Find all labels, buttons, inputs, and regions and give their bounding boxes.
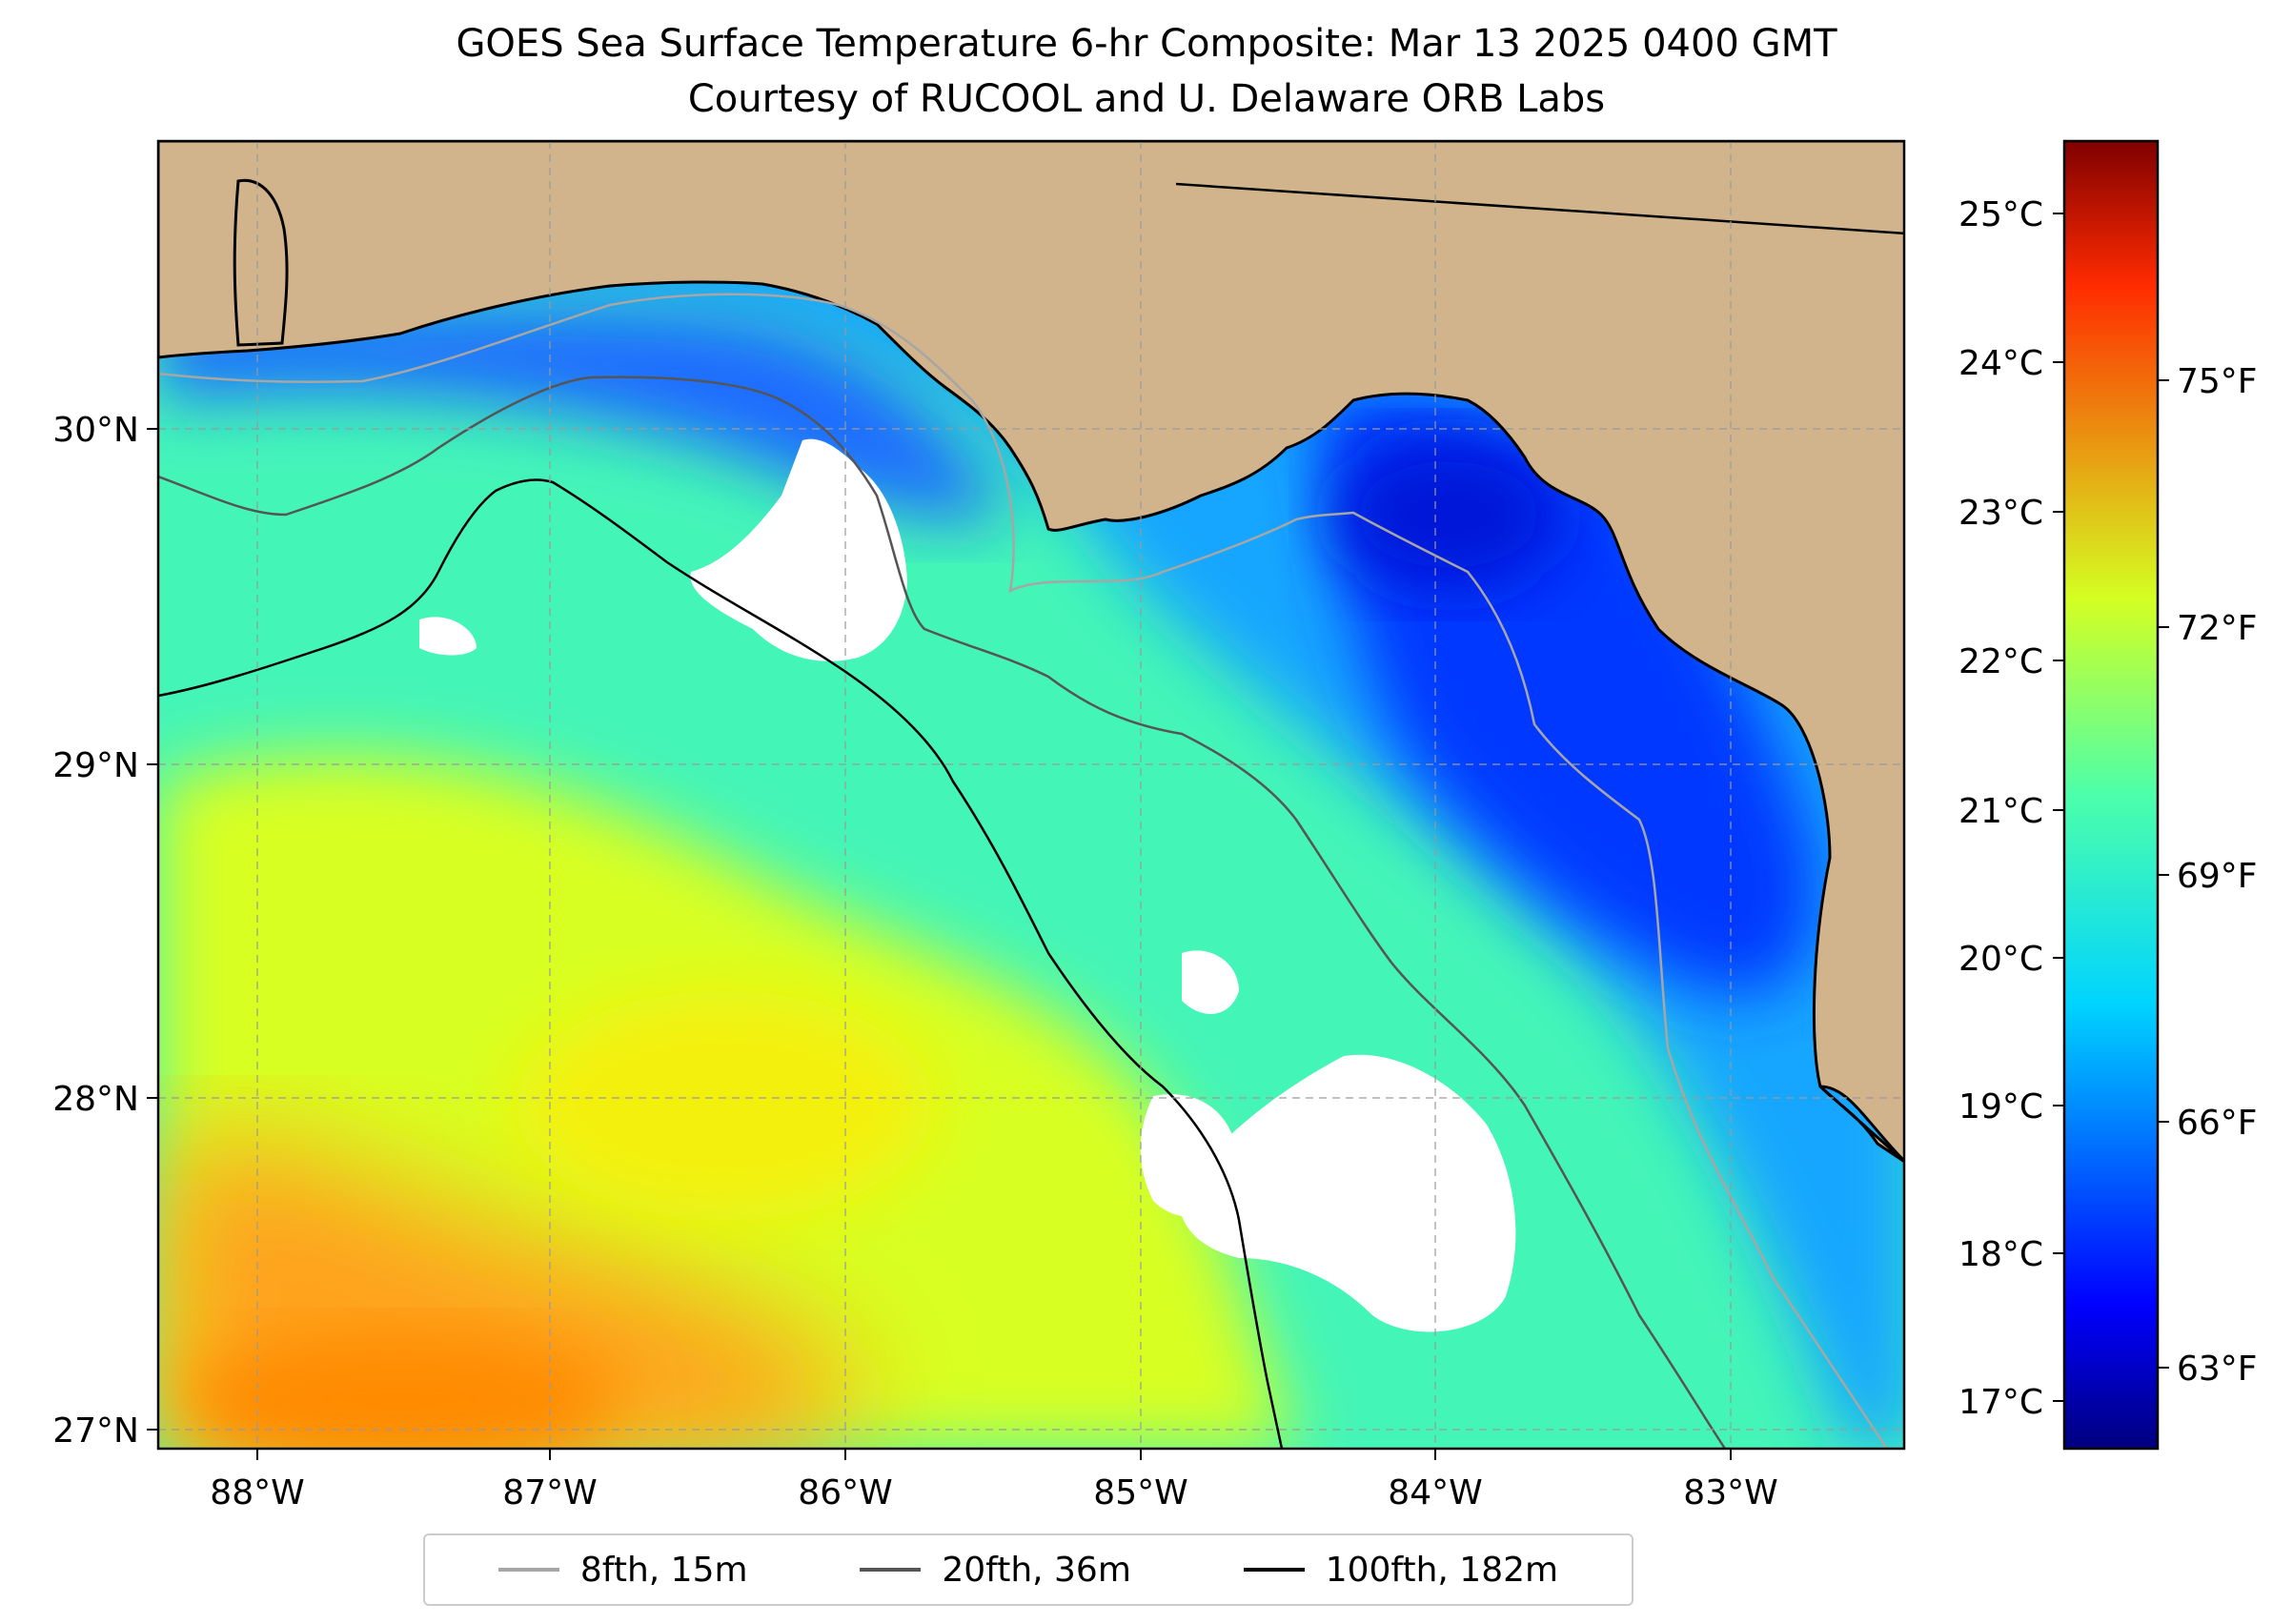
colorbar-fahrenheit-label: 69°F [2177, 857, 2258, 896]
colorbar: 17°C 18°C 19°C 20°C 21°C 22°C 23°C 24°C … [1958, 139, 2258, 1451]
sst-hot-core [181, 1334, 619, 1449]
colorbar-celsius-label: 19°C [1958, 1087, 2043, 1127]
colorbar-fahrenheit-label: 63°F [2177, 1350, 2258, 1389]
colorbar-celsius-label: 23°C [1958, 494, 2043, 533]
legend-item-100fth: 100fth, 182m [1243, 1550, 1559, 1590]
isobath-legend: 8fth, 15m 20fth, 36m 100fth, 182m [423, 1533, 1634, 1606]
colorbar-fahrenheit-label: 75°F [2177, 362, 2258, 401]
lon-tick-label: 88°W [210, 1473, 304, 1512]
legend-swatch-100fth [1243, 1568, 1305, 1572]
colorbar-gradient [2062, 139, 2160, 1451]
colorbar-celsius-label: 24°C [1958, 344, 2043, 383]
sst-cold-core [1334, 438, 1563, 591]
lon-tick-label: 86°W [798, 1473, 892, 1512]
lon-axis: 88°W 87°W 86°W 85°W 84°W 83°W [210, 1449, 1778, 1512]
colorbar-fahrenheit-ticks: 63°F 66°F 69°F 72°F 75°F [2158, 362, 2258, 1389]
land-north-coast [158, 141, 1904, 1164]
lon-tick-label: 85°W [1093, 1473, 1187, 1512]
northern-boundary-line [1175, 182, 1904, 235]
colorbar-celsius-ticks: 17°C 18°C 19°C 20°C 21°C 22°C 23°C 24°C … [1958, 195, 2064, 1422]
lon-tick-label: 83°W [1683, 1473, 1777, 1512]
colorbar-celsius-label: 17°C [1958, 1383, 2043, 1422]
cloud-patch-5 [419, 617, 477, 656]
land-southeast-coast [1818, 1085, 1904, 1164]
isobath-8fth [158, 293, 1889, 1449]
lat-tick-label: 27°N [52, 1411, 139, 1451]
isobath-20fth [158, 376, 1727, 1449]
legend-item-8fth: 8fth, 15m [497, 1550, 748, 1590]
cloud-patch-1 [690, 438, 907, 661]
colorbar-celsius-label: 21°C [1958, 792, 2043, 831]
title-line-1: GOES Sea Surface Temperature 6-hr Compos… [456, 22, 1837, 66]
legend-swatch-20fth [860, 1568, 922, 1572]
lat-tick-label: 29°N [52, 746, 139, 785]
land-peninsula [233, 178, 289, 347]
cloud-patch-4 [1182, 950, 1239, 1014]
sst-warm-blob [515, 991, 934, 1220]
title-line-2: Courtesy of RUCOOL and U. Delaware ORB L… [687, 77, 1606, 121]
legend-label: 20fth, 36m [942, 1550, 1131, 1590]
no-data-areas [419, 438, 1516, 1332]
lat-tick-label: 28°N [52, 1080, 139, 1119]
lat-axis: 30°N 29°N 28°N 27°N [52, 411, 158, 1451]
colorbar-celsius-label: 25°C [1958, 195, 2043, 234]
lon-tick-label: 87°W [502, 1473, 597, 1512]
colorbar-celsius-label: 18°C [1958, 1235, 2043, 1274]
land [158, 141, 1904, 1164]
legend-label: 8fth, 15m [579, 1550, 748, 1590]
legend-label: 100fth, 182m [1325, 1550, 1559, 1590]
isobaths [158, 182, 1904, 1449]
map-panel [156, 139, 1906, 1451]
colorbar-fahrenheit-label: 72°F [2177, 609, 2258, 648]
colorbar-celsius-label: 20°C [1958, 940, 2043, 979]
legend-item-20fth: 20fth, 36m [860, 1551, 1131, 1590]
isobath-100fth [158, 478, 1284, 1449]
cloud-patch-2 [1178, 1054, 1516, 1332]
legend-swatch-8fth [497, 1568, 559, 1572]
colorbar-celsius-label: 22°C [1958, 642, 2043, 681]
cloud-patch-3 [1140, 1094, 1239, 1217]
lat-tick-label: 30°N [52, 411, 139, 450]
gridlines [158, 141, 1904, 1449]
map-frame [156, 139, 1906, 1451]
colorbar-fahrenheit-label: 66°F [2177, 1104, 2258, 1143]
lon-tick-label: 84°W [1388, 1473, 1482, 1512]
